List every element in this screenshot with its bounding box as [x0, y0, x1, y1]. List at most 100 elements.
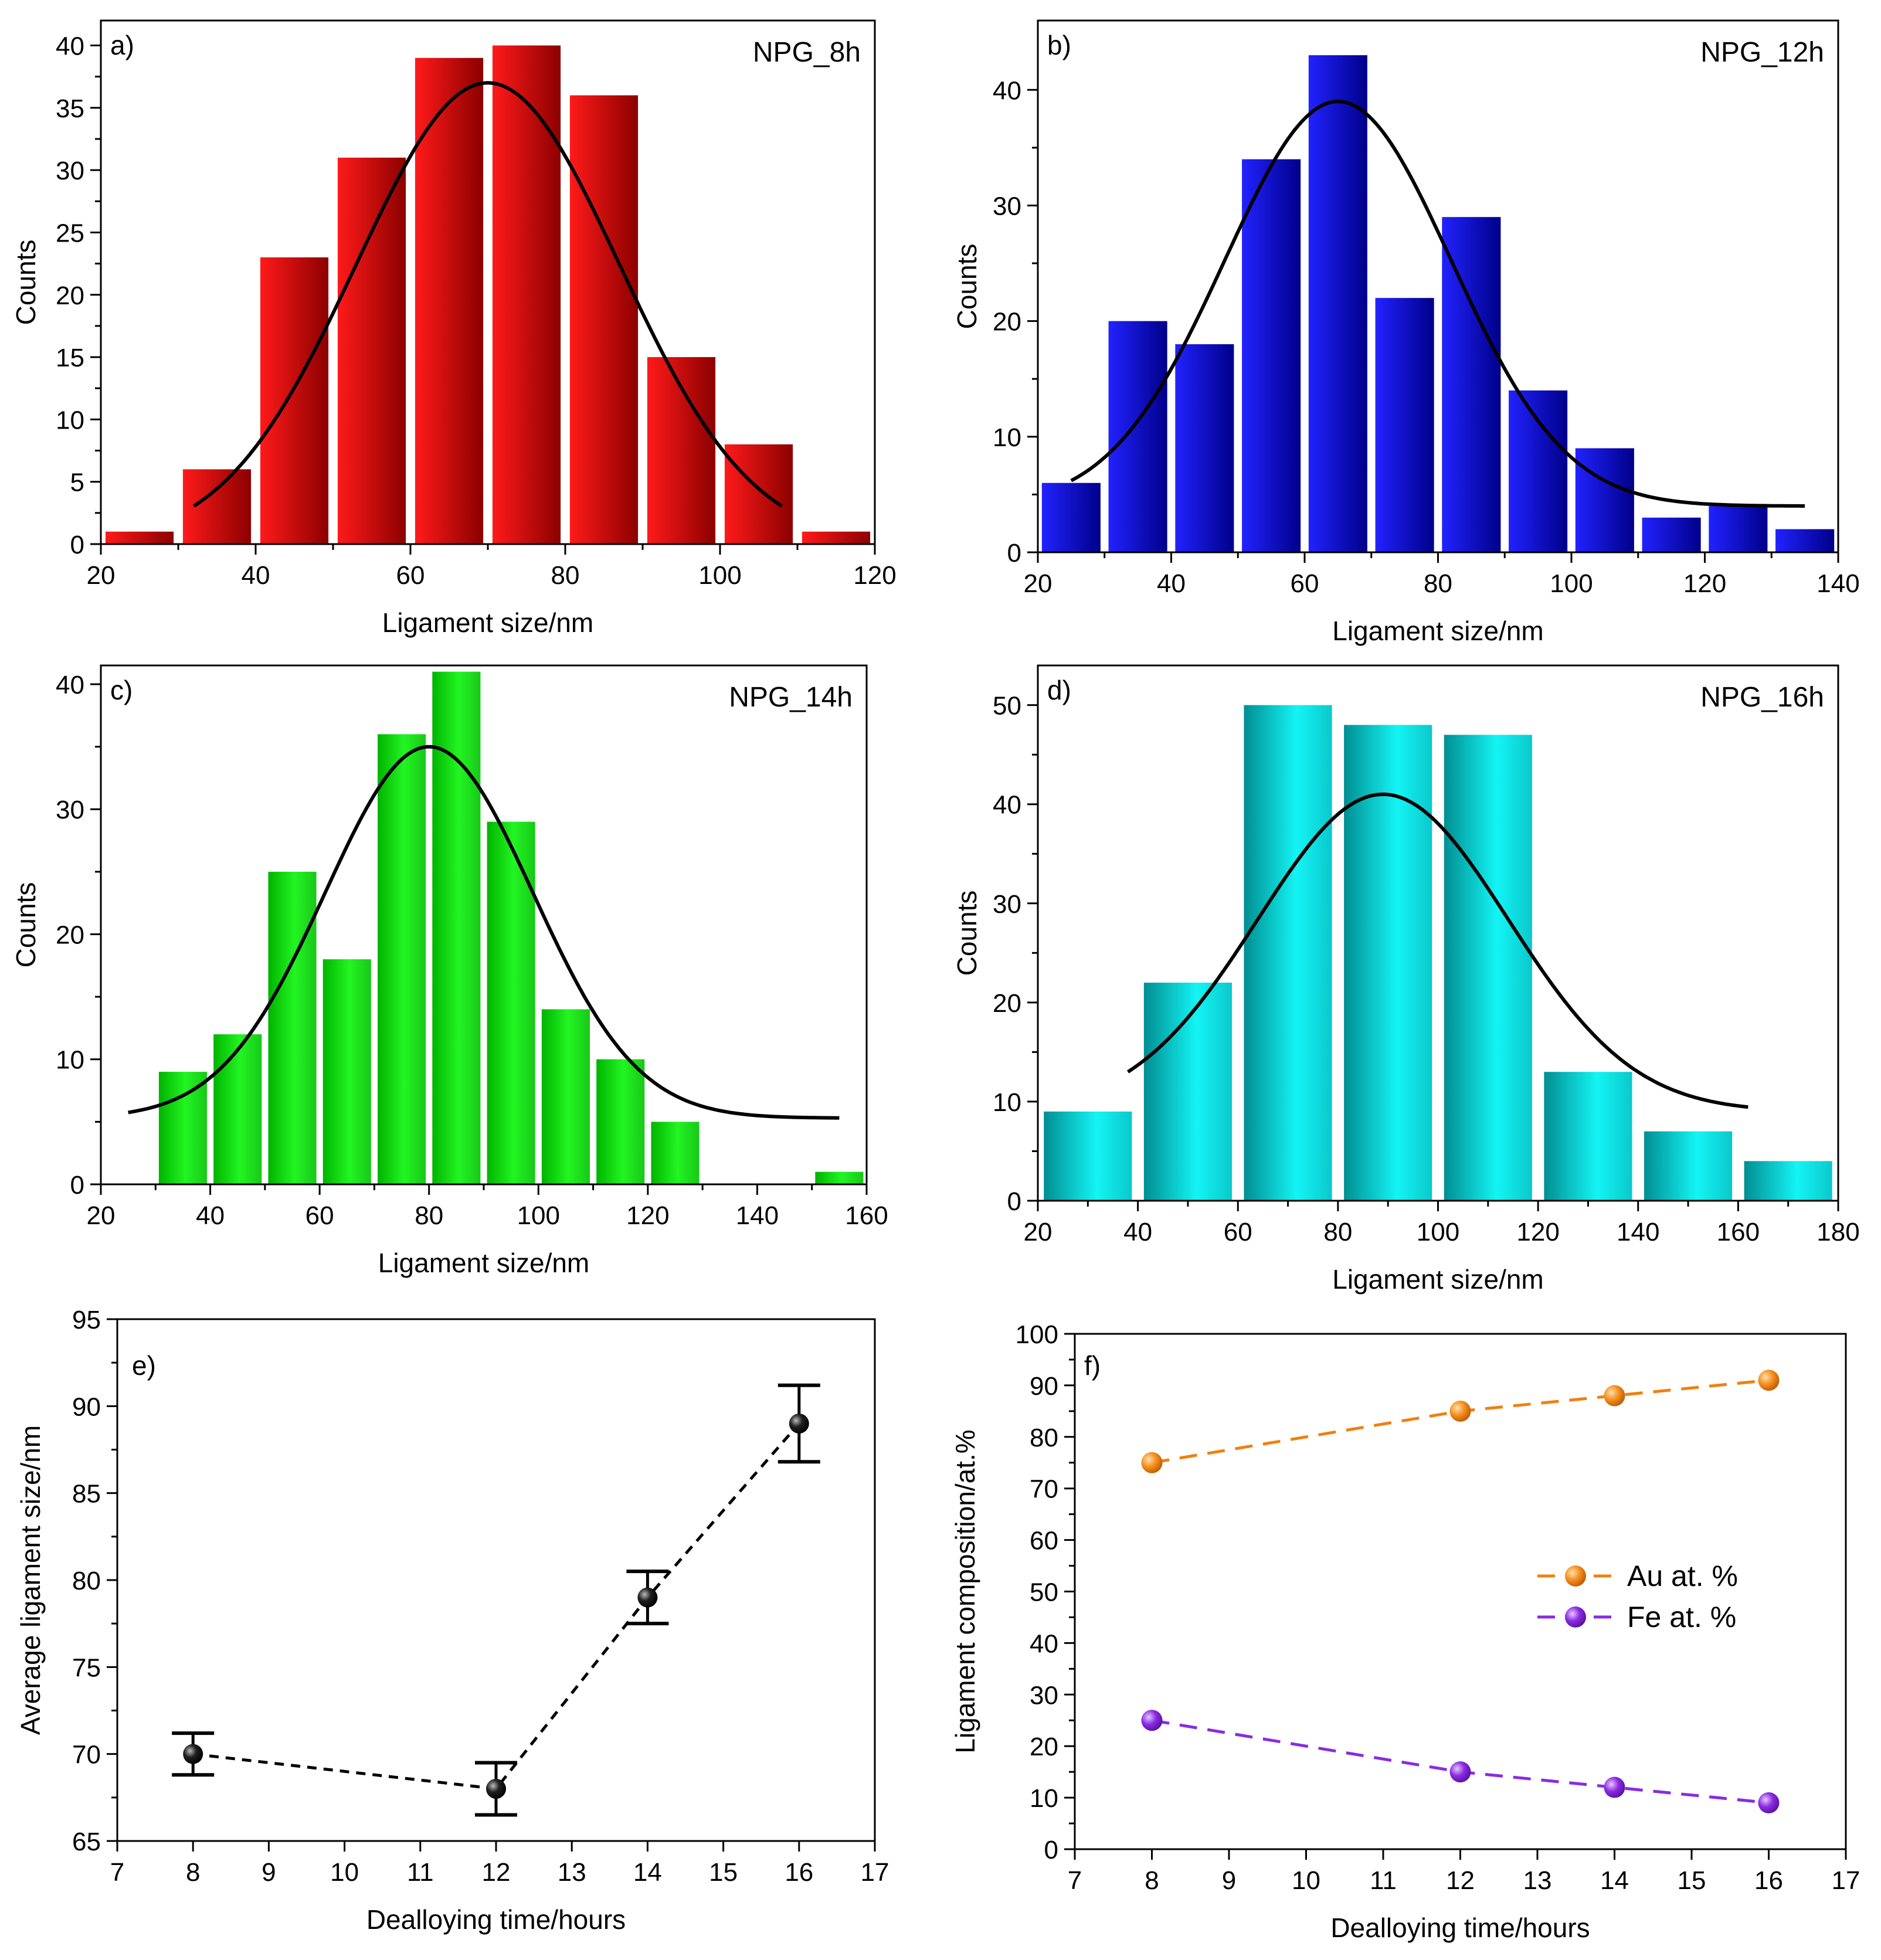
bar-a-6 [569, 95, 639, 545]
gaussian-fit-d [1126, 792, 1748, 1109]
sample-label-b: NPG_12h [1700, 37, 1824, 68]
bar-d-0 [1044, 1111, 1132, 1201]
x-tick-label-d-1: 40 [1123, 1218, 1152, 1246]
panel-label-f: f) [1084, 1350, 1101, 1381]
y-tick-label-c-2: 20 [56, 920, 84, 949]
y-tick-label-f-7: 70 [1030, 1475, 1058, 1504]
x-tick-label-b-3: 80 [1424, 569, 1452, 598]
y-tick-label-a-6: 30 [56, 157, 84, 185]
series-0-point-1 [1449, 1400, 1471, 1422]
y-tick-label-f-0: 0 [1044, 1836, 1058, 1864]
gaussian-fit-b [1070, 99, 1805, 508]
bar-c-4 [378, 734, 426, 1184]
y-tick-label-d-2: 20 [993, 989, 1021, 1018]
y-axis-title-e: Average ligament size/nm [15, 1425, 46, 1735]
y-tick-label-f-6: 60 [1030, 1527, 1058, 1555]
y-tick-label-c-1: 10 [56, 1046, 84, 1075]
x-tick-label-f-1: 8 [1145, 1866, 1159, 1895]
panel-label-c: c) [110, 675, 133, 705]
x-tick-label-e-10: 17 [861, 1858, 889, 1887]
y-tick-label-e-4: 85 [72, 1480, 101, 1509]
x-tick-label-c-5: 120 [626, 1201, 669, 1230]
y-tick-label-c-4: 40 [56, 671, 84, 699]
x-tick-label-e-3: 10 [330, 1858, 359, 1887]
x-tick-label-b-2: 60 [1291, 569, 1319, 598]
x-tick-label-c-7: 160 [845, 1201, 888, 1230]
panel-d-histogram: 20 40 60 80 100 120 140 160 180 0 10 20 30 40 50 Ligame… [952, 664, 1860, 1295]
y-axis-title-b: Counts [952, 244, 982, 330]
data-point-2 [637, 1587, 658, 1608]
bar-b-5 [1375, 298, 1434, 552]
y-tick-label-f-5: 50 [1030, 1578, 1058, 1607]
legend-marker-0 [1565, 1565, 1586, 1587]
series-line-0 [1152, 1378, 1769, 1465]
y-tick-label-d-3: 30 [993, 890, 1021, 919]
x-tick-label-f-6: 13 [1523, 1866, 1552, 1895]
y-tick-label-e-6: 95 [72, 1306, 101, 1334]
y-tick-label-b-3: 30 [993, 192, 1021, 220]
x-tick-label-d-8: 180 [1817, 1218, 1859, 1246]
x-tick-label-f-9: 16 [1754, 1866, 1783, 1895]
x-tick-label-e-0: 7 [110, 1858, 124, 1887]
panel-a-histogram: 20 40 60 80 100 120 0 5 10 15 20 25 30 35 40 Ligament s… [11, 19, 897, 638]
panel-e-scatter: 7 8 9 10 11 12 13 14 15 16 17 65 70 75 80 85 90 95 Dealloy… [15, 1306, 889, 1935]
series-0-point-3 [1758, 1370, 1780, 1391]
panel-f-line: Au at. % Fe at. % 7 8 9 10 11 12 13 14 15 16 17 0 10 20… [950, 1320, 1860, 1943]
y-tick-label-f-10: 100 [1016, 1320, 1058, 1349]
bar-a-0 [105, 531, 174, 544]
x-tick-label-e-1: 8 [186, 1858, 200, 1887]
y-tick-label-b-4: 40 [993, 76, 1021, 105]
panel-label-e: e) [132, 1350, 156, 1381]
x-tick-label-c-2: 60 [305, 1201, 334, 1230]
y-tick-label-b-2: 20 [993, 308, 1021, 337]
x-tick-label-f-4: 11 [1370, 1866, 1397, 1895]
x-tick-label-a-3: 80 [551, 561, 580, 590]
y-tick-label-f-3: 30 [1030, 1681, 1058, 1710]
series-1-point-3 [1758, 1792, 1780, 1813]
x-tick-label-e-9: 16 [785, 1858, 813, 1887]
legend-label-0: Au at. % [1627, 1560, 1738, 1592]
x-tick-label-f-10: 17 [1832, 1866, 1860, 1895]
y-tick-label-d-4: 40 [993, 791, 1021, 820]
bar-a-1 [182, 469, 252, 544]
series-line-1 [1152, 1718, 1769, 1805]
data-point-0 [183, 1744, 203, 1764]
x-tick-label-e-2: 9 [262, 1858, 276, 1887]
x-tick-label-d-4: 100 [1417, 1218, 1459, 1246]
bar-a-3 [337, 157, 406, 544]
y-tick-label-e-3: 80 [72, 1567, 101, 1595]
x-tick-label-c-4: 100 [517, 1201, 560, 1230]
bar-b-1 [1108, 321, 1167, 552]
bar-c-7 [541, 1009, 590, 1184]
series-1-point-1 [1449, 1761, 1471, 1783]
x-axis-title-e: Dealloying time/hours [366, 1904, 626, 1935]
bar-c-8 [596, 1059, 645, 1184]
bar-d-4 [1444, 735, 1532, 1201]
x-tick-label-a-0: 20 [87, 561, 116, 590]
y-tick-label-f-8: 80 [1030, 1424, 1058, 1452]
panel-label-d: d) [1047, 675, 1071, 705]
x-axis-title-f: Dealloying time/hours [1330, 1913, 1590, 1943]
x-tick-label-b-4: 100 [1550, 569, 1593, 598]
bar-a-5 [492, 45, 561, 545]
trend-line-e [192, 1422, 800, 1791]
y-tick-label-e-5: 90 [72, 1392, 101, 1421]
bar-a-4 [415, 57, 484, 545]
x-tick-label-f-3: 10 [1292, 1866, 1320, 1895]
y-tick-label-e-1: 70 [72, 1741, 101, 1769]
x-tick-label-e-6: 13 [558, 1858, 586, 1887]
y-axis-title-f: Ligament composition/at.% [950, 1429, 980, 1753]
y-tick-label-d-1: 10 [993, 1088, 1021, 1117]
y-tick-label-b-0: 0 [1007, 539, 1021, 568]
x-tick-label-c-0: 20 [87, 1201, 116, 1230]
x-tick-label-d-2: 60 [1224, 1218, 1252, 1246]
y-axis-title-d: Counts [952, 891, 982, 976]
x-axis-title-a: Ligament size/nm [382, 607, 594, 638]
bar-a-9 [802, 531, 871, 544]
y-tick-label-c-3: 30 [56, 796, 84, 824]
bar-c-2 [268, 871, 317, 1184]
bar-c-6 [487, 821, 535, 1184]
x-tick-label-f-5: 12 [1446, 1866, 1475, 1895]
y-tick-label-a-2: 10 [56, 406, 84, 434]
y-tick-label-f-9: 90 [1030, 1372, 1058, 1401]
